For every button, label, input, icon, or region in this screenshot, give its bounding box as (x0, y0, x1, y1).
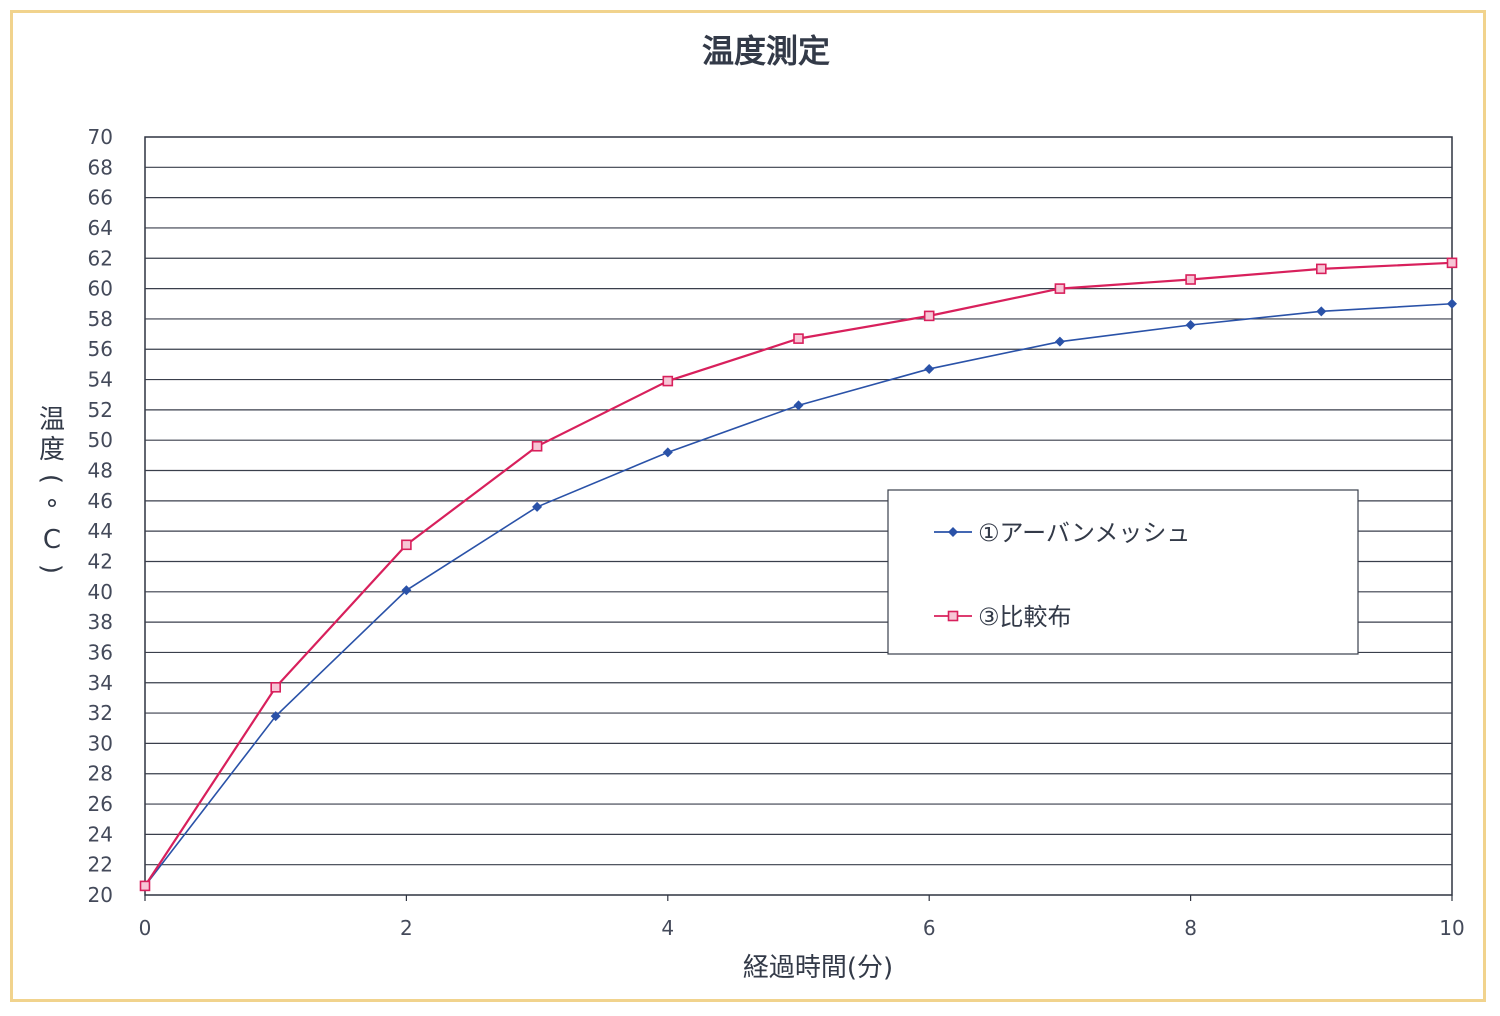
y-tick-label: 34 (88, 671, 113, 695)
data-point (1316, 263, 1327, 275)
y-tick-label: 64 (88, 216, 113, 240)
data-point (662, 447, 673, 458)
chart-title: 温度測定 (702, 32, 830, 70)
data-point (531, 440, 543, 452)
data-point (1054, 336, 1065, 347)
y-tick-label: 52 (88, 398, 113, 422)
y-axis-label-char: 度 (39, 435, 65, 465)
y-tick-label: 46 (88, 489, 113, 513)
legend-box (887, 489, 1359, 655)
y-tick-label: 58 (88, 307, 113, 331)
legend-label: ③比較布 (978, 603, 1072, 631)
data-point (270, 711, 281, 722)
y-tick-label: 26 (88, 792, 113, 816)
data-point (401, 539, 412, 551)
data-point (1447, 298, 1457, 309)
series-layer (139, 257, 1458, 892)
data-point (270, 682, 282, 693)
x-tick-label: 6 (923, 916, 936, 940)
legend: ①アーバンメッシュ ③比較布 (887, 489, 1359, 655)
y-tick-label: 50 (88, 428, 113, 452)
y-tick-label: 28 (88, 762, 113, 786)
y-tick-label: 32 (88, 701, 113, 725)
x-tick-label: 10 (1439, 916, 1464, 940)
x-tick-label: 2 (400, 916, 413, 940)
data-point (1185, 319, 1196, 330)
y-axis-label-char: ( (36, 474, 66, 484)
legend-marker (948, 527, 958, 537)
x-axis-label: 経過時間(分) (743, 953, 893, 983)
x-tick-label: 4 (661, 916, 674, 940)
y-tick-label: 24 (88, 822, 113, 846)
data-point (662, 375, 674, 387)
data-point (793, 333, 804, 344)
y-tick-label: 20 (88, 883, 113, 907)
x-tick-label: 8 (1184, 916, 1197, 940)
legend-marker (947, 610, 959, 622)
y-tick-label: 66 (88, 186, 113, 210)
y-axis-label-char: C (43, 525, 61, 555)
y-tick-label: 22 (88, 853, 113, 877)
y-tick-label: 54 (88, 368, 113, 392)
y-tick-label: 70 (88, 125, 113, 149)
y-tick-label: 42 (88, 549, 113, 573)
x-tick-label: 0 (139, 916, 152, 940)
data-point (1054, 283, 1066, 294)
grid-lines (144, 136, 1453, 896)
y-tick-label: 60 (88, 277, 113, 301)
y-tick-label: 56 (88, 337, 113, 361)
y-tick-label: 44 (88, 519, 113, 543)
y-tick-label: 38 (88, 610, 113, 634)
data-point (1185, 274, 1196, 285)
y-axis-label: 温度 ( °C) (36, 405, 66, 574)
y-axis-label-char: ° (46, 495, 59, 525)
data-point (139, 880, 151, 892)
data-point (1446, 257, 1458, 269)
tick-labels: 2022242628303234363840424446485052545658… (88, 125, 1465, 940)
data-point (793, 400, 804, 411)
y-tick-label: 40 (88, 580, 113, 604)
data-point (924, 363, 935, 374)
series-2 (139, 257, 1458, 892)
y-tick-label: 36 (88, 640, 113, 664)
data-point (923, 310, 935, 322)
y-tick-label: 68 (88, 155, 113, 179)
legend-label: ①アーバンメッシュ (978, 519, 1190, 547)
y-tick-label: 30 (88, 731, 113, 755)
data-point (1316, 306, 1327, 317)
data-point (532, 501, 543, 512)
series-1 (140, 298, 1457, 891)
y-tick-label: 48 (88, 459, 113, 483)
data-point (401, 585, 412, 596)
y-axis-label-char: ) (36, 564, 66, 574)
y-tick-label: 62 (88, 246, 113, 270)
y-axis-label-char: 温 (39, 405, 65, 435)
